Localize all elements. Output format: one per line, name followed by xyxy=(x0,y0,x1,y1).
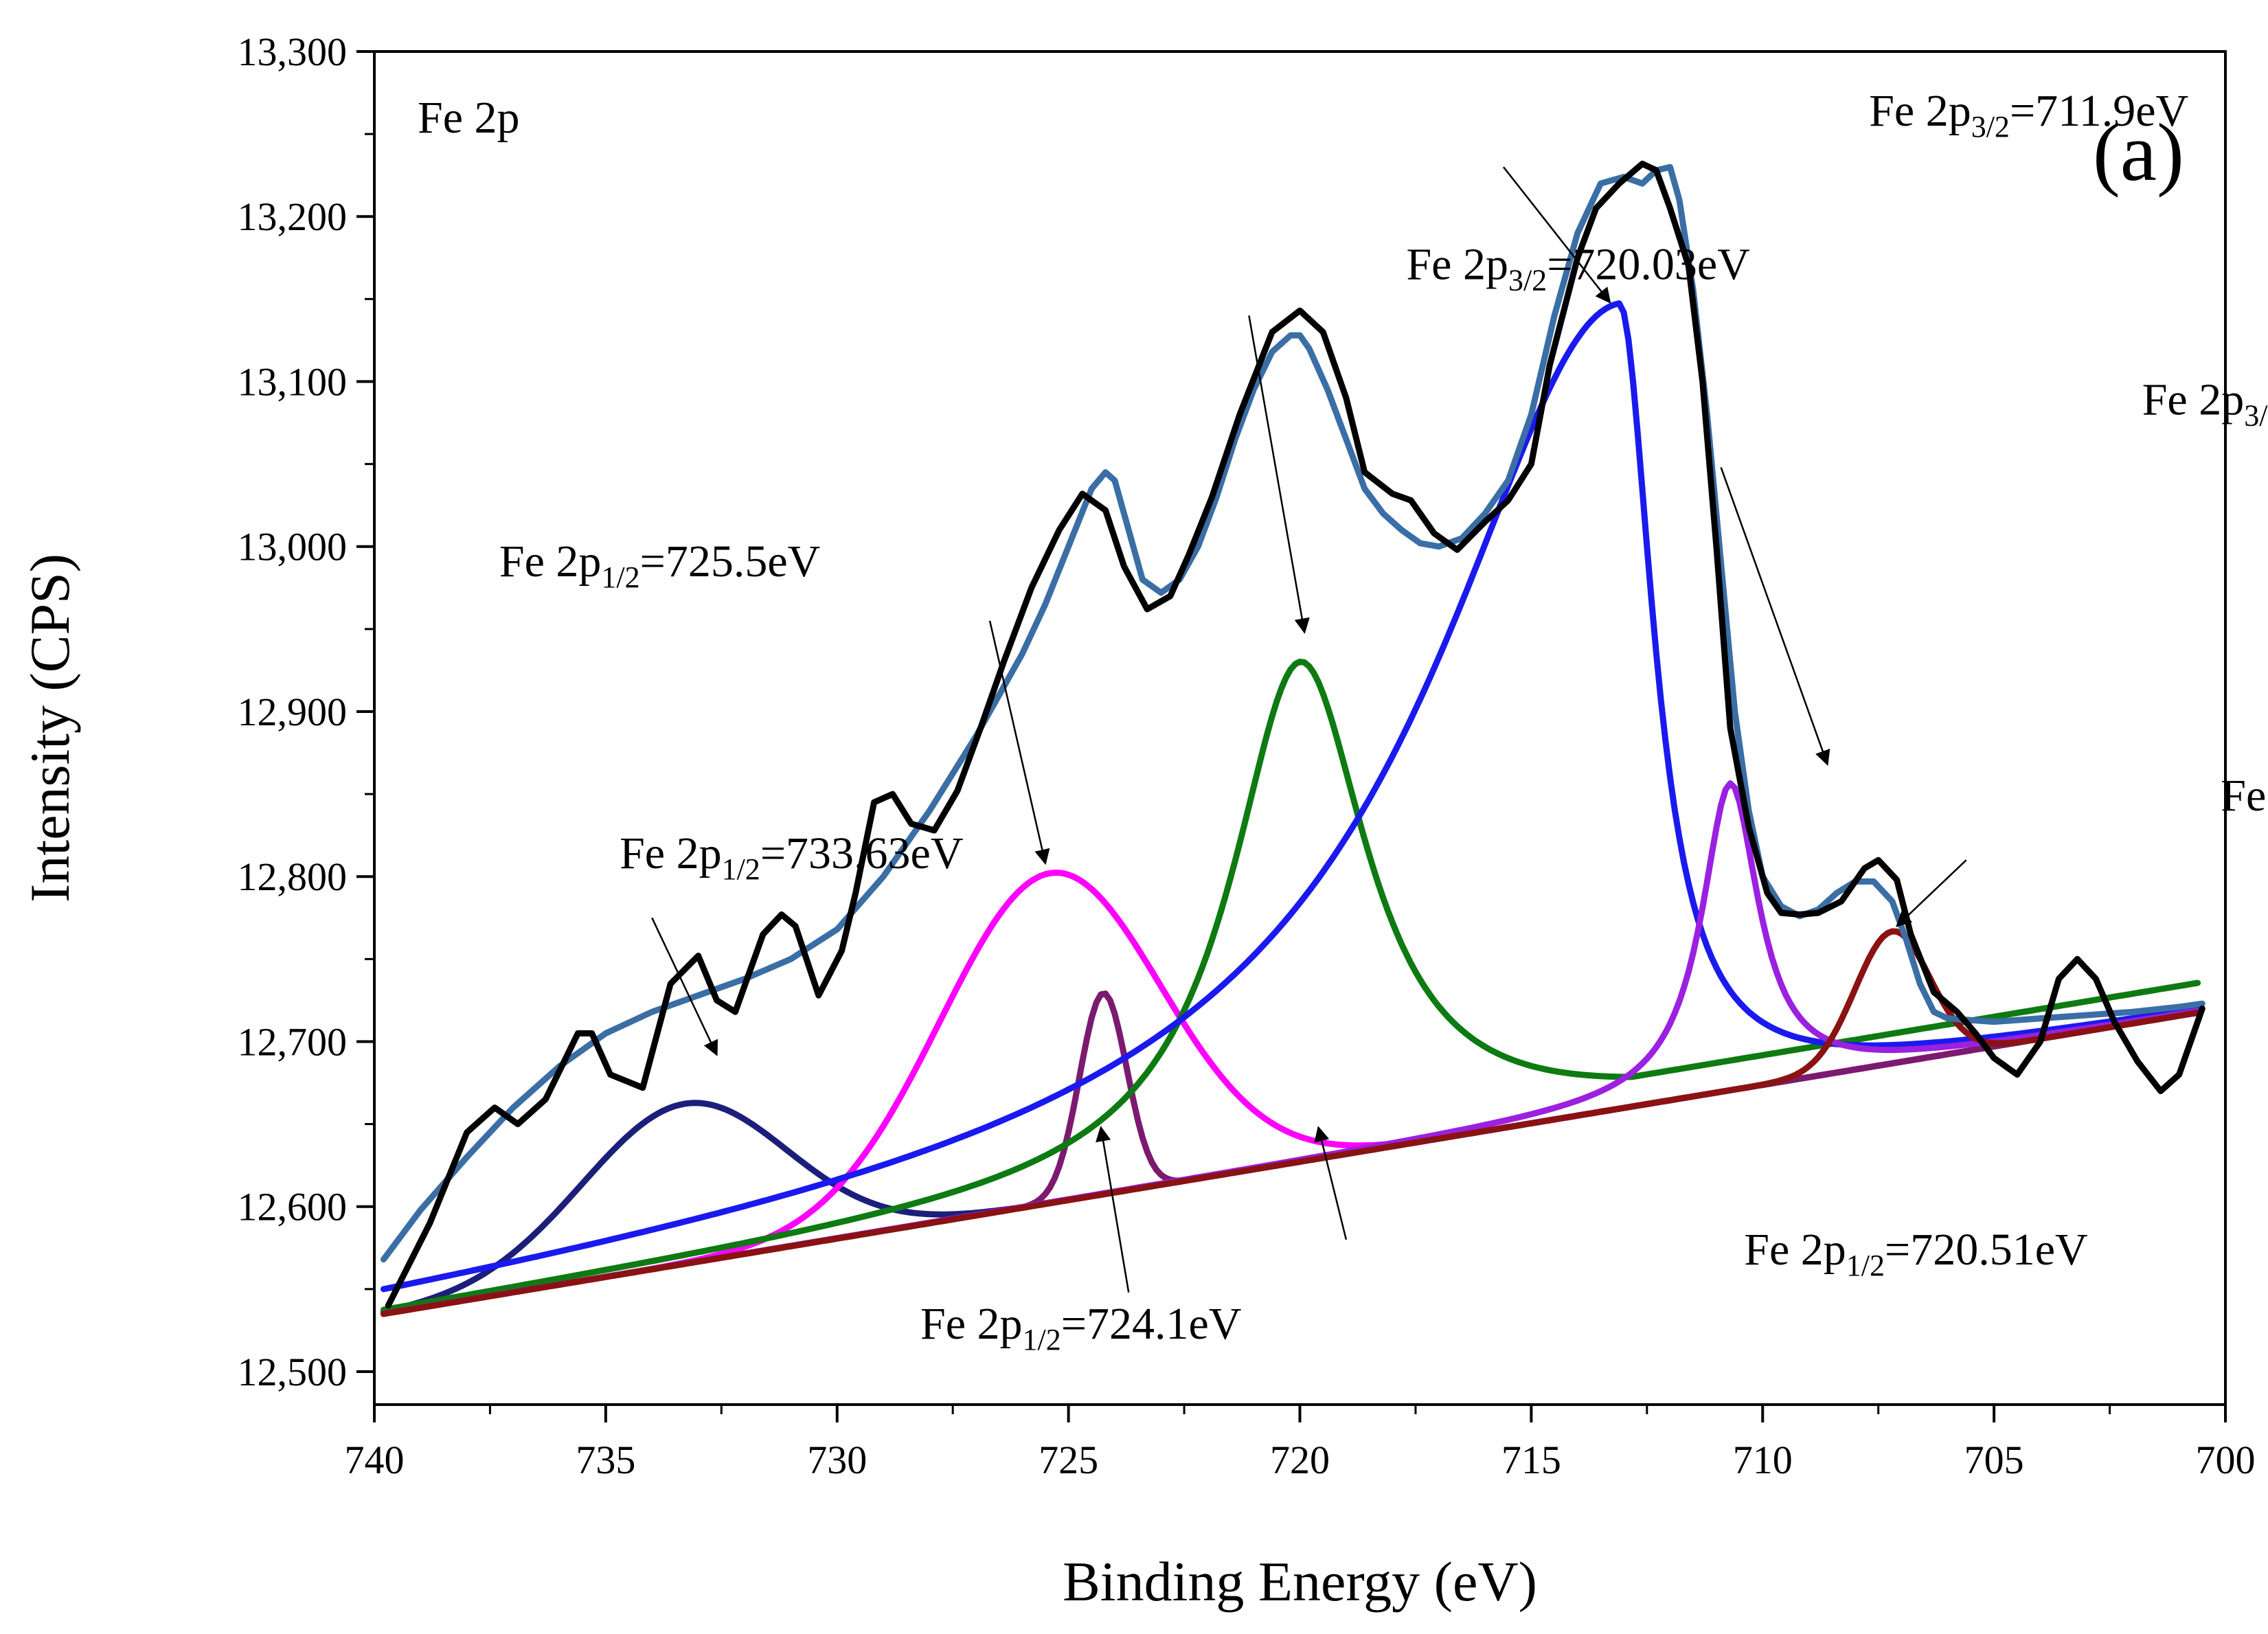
x-tick-label: 730 xyxy=(807,1438,867,1482)
annotation-label-720b: Fe 2p1/2=720.51eV xyxy=(1744,1225,2087,1282)
y-axis-label: Intensity (CPS) xyxy=(19,554,81,903)
spectrum-label: Fe 2p xyxy=(418,93,520,143)
annotation-label-725: Fe 2p1/2=725.5eV xyxy=(499,536,820,594)
x-tick-label: 725 xyxy=(1039,1438,1098,1482)
x-tick-label: 720 xyxy=(1270,1438,1330,1482)
annotation-arrow xyxy=(1096,1126,1130,1293)
x-tick-label: 740 xyxy=(345,1438,405,1482)
plot-frame xyxy=(373,50,2227,1406)
y-tick-label: 12,800 xyxy=(238,854,348,899)
x-tick-label: 715 xyxy=(1501,1438,1561,1482)
annotation-arrow xyxy=(988,620,1050,865)
y-tick-label: 13,200 xyxy=(238,194,348,239)
fit-component-curve xyxy=(381,928,2201,1317)
y-tick-label: 13,300 xyxy=(238,30,348,74)
y-tick-label: 13,100 xyxy=(238,359,348,404)
annotation-label-724: Fe 2p1/2=724.1eV xyxy=(920,1299,1241,1357)
y-tick-label: 13,000 xyxy=(238,525,348,569)
annotation-arrow xyxy=(1314,1126,1348,1240)
annotation-label-733: Fe 2p1/2=733.63eV xyxy=(620,828,963,886)
x-tick-label: 705 xyxy=(1964,1438,2024,1482)
envelope-fit-curve xyxy=(381,163,2205,1263)
annotation-label-706: Fe 2p3/2=706.91eV xyxy=(2221,771,2268,828)
x-tick-label: 700 xyxy=(2196,1438,2256,1482)
panel-label: (a) xyxy=(2093,106,2184,198)
annotation-arrow xyxy=(1896,859,1967,927)
annotation-arrow xyxy=(1248,315,1310,634)
x-tick-label: 710 xyxy=(1733,1438,1793,1482)
annotations-layer: Fe 2p1/2=733.63eV Fe 2p1/2=725.5eV Fe 2p1/… xyxy=(499,86,2268,1357)
annotation-arrow xyxy=(1502,166,1611,304)
annotation-label-710: Fe 2p3/2=710.5eV xyxy=(2142,375,2268,433)
annotation-arrow xyxy=(651,917,718,1056)
y-tick-label: 12,600 xyxy=(238,1185,348,1229)
annotation-arrow xyxy=(1720,466,1830,766)
y-tick-label: 12,900 xyxy=(238,690,348,734)
x-axis-label: Binding Energy (eV) xyxy=(1063,1550,1537,1613)
raw-spectrum-curve xyxy=(385,160,2205,1309)
fit-component-curve xyxy=(381,300,2201,1293)
fit-component-curve xyxy=(381,658,2201,1313)
y-axis: 12,500 12,600 12,700 12,800 12,900 13,000 13,1… xyxy=(238,30,374,1394)
y-tick-label: 12,700 xyxy=(238,1019,348,1064)
annotation-label-711: Fe 2p3/2=711.9eV xyxy=(1869,86,2188,144)
curves-layer xyxy=(381,160,2205,1317)
annotation-label-720a: Fe 2p3/2=720.03eV xyxy=(1406,240,1749,297)
x-tick-label: 735 xyxy=(576,1438,635,1482)
y-tick-label: 12,500 xyxy=(238,1350,348,1394)
x-axis: 740 735 730 725 720 715 710 705 700 xyxy=(345,1405,2256,1482)
